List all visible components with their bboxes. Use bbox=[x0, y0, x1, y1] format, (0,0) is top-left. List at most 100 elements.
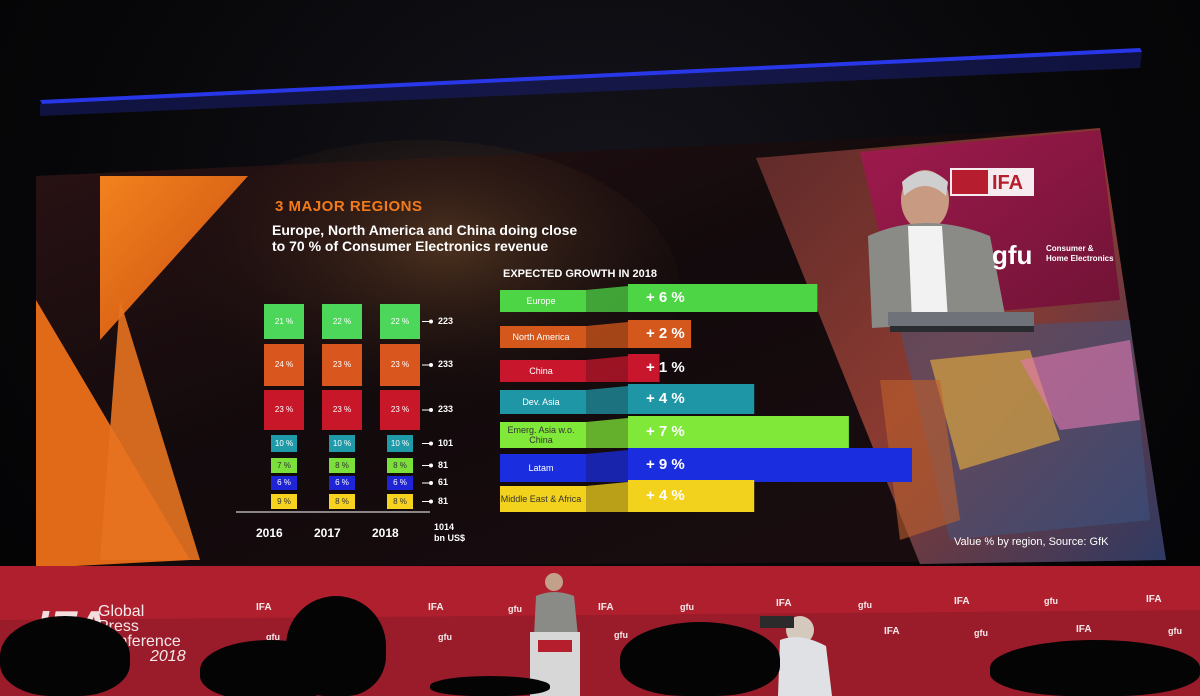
growth-bar-chart bbox=[500, 284, 912, 512]
total-currency: bn US$ bbox=[434, 533, 466, 543]
orange-corner-left bbox=[100, 176, 248, 340]
growth-value-label: + 4 % bbox=[646, 487, 685, 504]
stack-segment bbox=[271, 494, 297, 509]
banner-ifa-logo: IFA bbox=[428, 602, 444, 613]
banner-gfu-logo: gfu bbox=[974, 628, 988, 638]
audience-head bbox=[990, 640, 1200, 696]
total-unit: 1014 bn US$ bbox=[434, 522, 465, 544]
growth-value-label: + 2 % bbox=[646, 325, 685, 342]
region-label-box bbox=[500, 390, 586, 414]
stack-segment bbox=[387, 458, 413, 473]
banner-ifa-logo: IFA bbox=[954, 596, 970, 607]
video-gfu-sub2: Home Electronics bbox=[1046, 254, 1114, 263]
growth-bar bbox=[628, 354, 660, 382]
stack-segment bbox=[329, 435, 355, 452]
region-name: China bbox=[529, 366, 553, 376]
stack-segment bbox=[329, 476, 355, 490]
region-name: Europe bbox=[526, 296, 556, 306]
segment-value-label: 10 % bbox=[390, 438, 410, 448]
segment-value-label: 24 % bbox=[274, 360, 294, 369]
growth-bar bbox=[628, 384, 755, 414]
growth-value-label: + 1 % bbox=[646, 359, 685, 376]
row-total-label: 61 bbox=[438, 477, 449, 487]
stack-segment bbox=[380, 390, 420, 430]
total-dot bbox=[429, 363, 433, 367]
region-connector bbox=[586, 482, 628, 512]
region-connector bbox=[586, 386, 628, 414]
segment-value-label: 23 % bbox=[390, 360, 410, 369]
region-name: North America bbox=[512, 332, 570, 342]
banner-ifa-logo: IFA bbox=[1146, 594, 1162, 605]
growth-bar bbox=[628, 320, 692, 348]
growth-value-label: + 9 % bbox=[646, 456, 685, 473]
segment-value-label: 10 % bbox=[332, 438, 352, 448]
stack-segment bbox=[322, 304, 362, 339]
segment-value-label: 6 % bbox=[277, 478, 291, 487]
growth-value-label: + 7 % bbox=[646, 423, 685, 440]
presenter-on-stage bbox=[530, 573, 580, 696]
banner-ifa-logo: IFA bbox=[256, 602, 272, 613]
banner-gfu-logo: gfu bbox=[438, 632, 452, 642]
segment-value-label: 7 % bbox=[277, 460, 291, 470]
video-gfu-sub1: Consumer & bbox=[1046, 244, 1094, 253]
total-dot bbox=[429, 499, 433, 504]
growth-chart-title: EXPECTED GROWTH IN 2018 bbox=[503, 268, 658, 280]
stack-segment bbox=[329, 494, 355, 509]
stack-segment bbox=[271, 435, 297, 452]
banner-gfu-logo: gfu bbox=[680, 602, 694, 612]
year-label: 2016 bbox=[256, 526, 283, 540]
segment-value-label: 8 % bbox=[393, 496, 407, 506]
segment-value-label: 8 % bbox=[335, 460, 349, 470]
total-dot bbox=[429, 319, 433, 324]
stack-segment bbox=[264, 344, 304, 386]
row-total-label: 101 bbox=[438, 437, 454, 448]
banner-ifa-logo: IFA bbox=[776, 598, 792, 609]
segment-value-label: 8 % bbox=[335, 496, 349, 506]
growth-bar bbox=[628, 448, 912, 482]
region-name: Emerg. Asia w.o. China bbox=[507, 425, 575, 445]
region-label-box bbox=[500, 360, 586, 382]
total-dot bbox=[429, 408, 433, 412]
total-value: 1014 bbox=[434, 522, 455, 532]
region-label-box bbox=[500, 290, 586, 312]
stack-segment bbox=[380, 344, 420, 386]
region-connector bbox=[586, 286, 628, 312]
region-connector bbox=[586, 356, 628, 382]
segment-value-label: 23 % bbox=[332, 360, 352, 369]
audience-head bbox=[620, 622, 780, 696]
year-label: 2018 bbox=[372, 526, 399, 540]
banner-ifa-logo: IFA bbox=[598, 602, 614, 613]
stack-segment bbox=[271, 458, 297, 473]
slide-subtitle-line2: to 70 % of Consumer Electronics revenue bbox=[272, 238, 549, 254]
region-label-box bbox=[500, 454, 586, 482]
growth-bar bbox=[628, 416, 849, 448]
audience-head bbox=[286, 596, 386, 696]
segment-value-label: 23 % bbox=[332, 405, 352, 414]
growth-bar bbox=[628, 284, 818, 312]
stack-segment bbox=[387, 476, 413, 490]
segment-value-label: 21 % bbox=[274, 316, 294, 326]
row-total-label: 223 bbox=[438, 315, 454, 326]
video-ifa-logo-text: IFA bbox=[992, 172, 1024, 194]
total-dot bbox=[429, 441, 433, 446]
stack-segment bbox=[322, 390, 362, 430]
banner-ifa-logo: IFA bbox=[884, 626, 900, 637]
row-total-label: 233 bbox=[438, 404, 454, 414]
stack-segment bbox=[380, 304, 420, 339]
video-gfu-logo: gfu bbox=[992, 240, 1033, 270]
banner-gfu-logo: gfu bbox=[266, 632, 280, 642]
slide-heading: 3 MAJOR REGIONS bbox=[275, 198, 423, 215]
source-note: Value % by region, Source: GfK bbox=[954, 536, 1109, 548]
total-dot bbox=[429, 463, 433, 468]
banner-gfu-logo: gfu bbox=[858, 600, 872, 610]
video-gfu-subtitle: Consumer & Home Electronics bbox=[1046, 244, 1114, 264]
segment-value-label: 23 % bbox=[274, 405, 294, 414]
segment-value-label: 6 % bbox=[393, 478, 407, 487]
growth-value-label: + 6 % bbox=[646, 289, 685, 306]
gpc-year: 2018 bbox=[150, 648, 186, 665]
region-label-box bbox=[500, 422, 586, 448]
segment-value-label: 10 % bbox=[274, 438, 294, 448]
region-name: Middle East & Africa bbox=[500, 494, 582, 504]
growth-value-label: + 4 % bbox=[646, 390, 685, 407]
